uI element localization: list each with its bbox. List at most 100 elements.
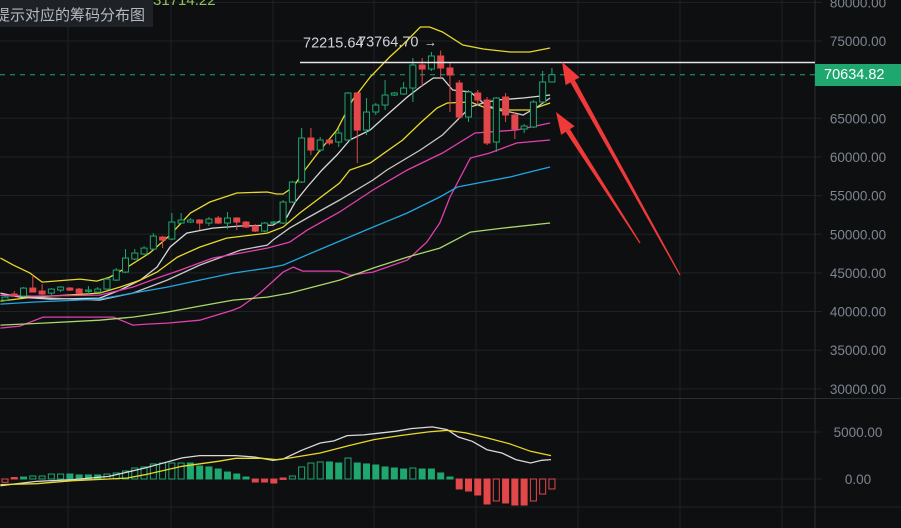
candle xyxy=(400,82,408,96)
candle-body xyxy=(418,64,426,70)
candle-body xyxy=(316,139,324,151)
candle xyxy=(381,80,389,111)
candle xyxy=(29,275,37,293)
candle-body xyxy=(75,288,83,294)
moving-average-line xyxy=(0,26,551,283)
candle-body xyxy=(288,181,296,203)
horizontal-line-label: 72215.64 xyxy=(303,36,363,52)
candle-body xyxy=(529,101,537,128)
candle xyxy=(427,51,435,72)
candle xyxy=(84,286,92,296)
macd-histogram-bar xyxy=(474,478,482,496)
moving-average-line xyxy=(0,97,551,301)
candle xyxy=(316,137,324,153)
macd-histogram-bar xyxy=(288,475,296,480)
macd-histogram-bar xyxy=(261,478,269,483)
macd-histogram-bar xyxy=(372,464,380,480)
macd-histogram-bar xyxy=(353,462,361,480)
moving-average-line xyxy=(0,166,551,305)
candle-body xyxy=(94,288,102,293)
arrow-head xyxy=(556,112,575,135)
price-axis-tick-label: 55000.00 xyxy=(830,189,886,204)
candle-body xyxy=(131,252,139,260)
macd-histogram-bar xyxy=(122,470,130,480)
candle xyxy=(446,62,454,113)
candle xyxy=(57,286,65,293)
candle-body xyxy=(140,247,148,255)
candle xyxy=(149,233,157,251)
candle xyxy=(363,98,371,136)
candle-body xyxy=(84,289,92,292)
macd-histogram-bar xyxy=(446,476,454,480)
macd-histogram-bar xyxy=(84,474,92,480)
candle xyxy=(529,100,537,129)
macd-histogram-bar xyxy=(363,463,371,480)
candle xyxy=(520,124,528,134)
candle-body xyxy=(223,217,231,224)
candle-body xyxy=(261,222,269,232)
candle xyxy=(511,112,519,140)
macd-histogram-bar xyxy=(131,467,139,480)
macd-histogram-bar xyxy=(409,467,417,480)
macd-histogram-bar xyxy=(196,465,204,480)
moving-average-line xyxy=(0,122,551,297)
candle xyxy=(168,213,176,241)
macd-histogram-bar xyxy=(511,478,519,506)
candle-body xyxy=(539,81,547,103)
macd-histogram-bar xyxy=(29,475,37,480)
candle-body xyxy=(502,96,510,116)
candle-body xyxy=(47,288,55,294)
candle-body xyxy=(298,137,306,183)
macd-histogram-bar xyxy=(242,476,250,480)
macd-histogram-bar xyxy=(548,478,556,490)
chip-distribution-tooltip: 提示对应的筹码分布图 xyxy=(0,0,153,27)
candle xyxy=(307,128,315,156)
candle-body xyxy=(214,217,222,224)
candle-body xyxy=(520,125,528,130)
candle xyxy=(390,92,398,97)
arrow-shaft xyxy=(570,80,681,276)
candle-body xyxy=(159,236,167,241)
candle xyxy=(47,288,55,296)
macd-histogram-bar xyxy=(529,478,537,502)
candle xyxy=(372,103,380,116)
candle xyxy=(20,287,28,298)
moving-average-line xyxy=(0,139,551,329)
candle xyxy=(483,97,491,146)
macd-histogram-bar xyxy=(455,478,463,490)
candle xyxy=(205,217,213,227)
price-axis-tick-label: 80000.00 xyxy=(830,0,886,10)
macd-dif-line xyxy=(0,426,552,487)
annotation-arrow-icon xyxy=(556,112,641,244)
candle-body xyxy=(335,132,343,143)
candle-body xyxy=(242,221,250,228)
macd-histogram-bar xyxy=(465,478,472,492)
candle-body xyxy=(548,74,556,83)
candle xyxy=(492,97,500,153)
macd-histogram-bar xyxy=(251,478,259,483)
candle-body xyxy=(492,97,500,143)
candle-body xyxy=(455,82,463,118)
macd-histogram-bar xyxy=(427,468,435,480)
macd-histogram-bar xyxy=(344,457,352,480)
macd-dea-line xyxy=(0,429,552,486)
candle xyxy=(233,217,241,231)
macd-histogram-bar xyxy=(223,471,231,480)
candle xyxy=(261,222,269,233)
price-axis-tick-label: 40000.00 xyxy=(830,305,886,320)
candle xyxy=(94,287,102,294)
candle xyxy=(38,284,46,296)
candle-body xyxy=(251,225,259,232)
candle-body xyxy=(66,287,74,291)
price-axis-tick-label: 60000.00 xyxy=(830,150,886,165)
candle-body xyxy=(1,296,9,301)
candle xyxy=(177,213,185,225)
candle xyxy=(539,71,547,104)
macd-histogram-bar xyxy=(168,462,176,480)
macd-histogram-bar xyxy=(539,478,547,495)
candle-body xyxy=(122,257,130,273)
candle-body xyxy=(29,287,37,293)
macd-histogram-bar xyxy=(437,472,445,480)
